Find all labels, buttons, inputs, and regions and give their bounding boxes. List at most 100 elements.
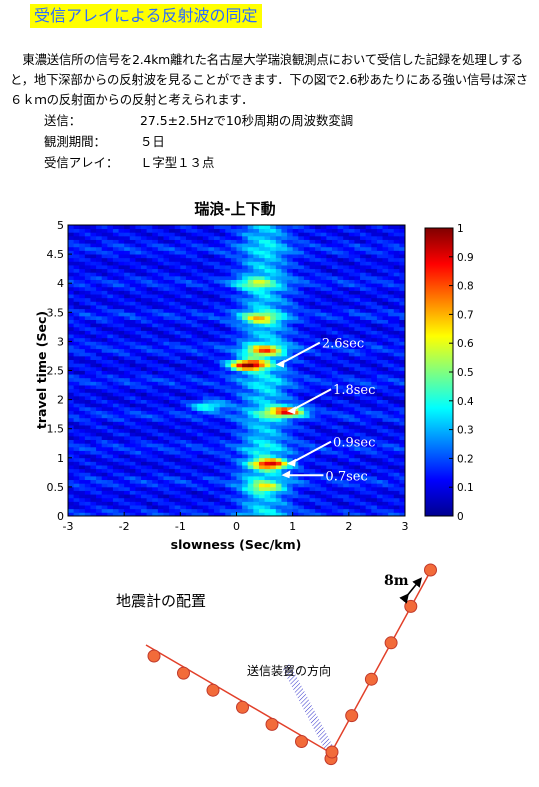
heatmap-cell: [287, 235, 294, 240]
heatmap-cell: [68, 439, 75, 444]
heatmap-cell: [129, 275, 136, 280]
heatmap-cell: [208, 330, 215, 335]
heatmap-cell: [214, 323, 221, 328]
heatmap-cell: [79, 494, 86, 499]
heatmap-cell: [107, 454, 114, 459]
heatmap-cell: [236, 439, 243, 444]
heatmap-cell: [331, 239, 338, 244]
heatmap-cell: [174, 508, 181, 513]
heatmap-cell: [124, 399, 131, 404]
heatmap-cell: [275, 312, 282, 317]
heatmap-cell: [129, 301, 136, 306]
heatmap-cell: [247, 403, 254, 408]
heatmap-cell: [90, 417, 97, 422]
heatmap-cell: [174, 257, 181, 262]
heatmap-cell: [141, 486, 148, 491]
heatmap-cell: [112, 461, 119, 466]
heatmap-cell: [399, 235, 406, 240]
heatmap-cell: [242, 439, 249, 444]
heatmap-cell: [163, 268, 170, 273]
heatmap-cell: [157, 301, 164, 306]
x-axis: -3 -2 -1 0 1 2 3: [63, 512, 409, 533]
heatmap-cell: [309, 370, 316, 375]
heatmap-cell: [180, 283, 187, 288]
heatmap-cell: [360, 359, 367, 364]
heatmap-cell: [253, 425, 260, 430]
heatmap-cell: [315, 294, 322, 299]
heatmap-cell: [393, 468, 400, 473]
heatmap-cell: [331, 243, 338, 248]
heatmap-cell: [253, 388, 260, 393]
heatmap-cell: [191, 381, 198, 386]
heatmap-cell: [214, 443, 221, 448]
heatmap-cell: [287, 283, 294, 288]
heatmap-cell: [354, 486, 361, 491]
heatmap-cell: [84, 446, 91, 451]
heatmap-cell: [124, 250, 131, 255]
heatmap-cell: [258, 246, 265, 251]
heatmap-cell: [197, 370, 204, 375]
heatmap-cell: [112, 323, 119, 328]
heatmap-cell: [197, 301, 204, 306]
heatmap-cell: [107, 315, 114, 320]
heatmap-cell: [90, 330, 97, 335]
heatmap-cell: [129, 250, 136, 255]
heatmap-cell: [365, 312, 372, 317]
heatmap-cell: [157, 486, 164, 491]
heatmap-cell: [399, 381, 406, 386]
heatmap-cell: [253, 366, 260, 371]
heatmap-cell: [112, 275, 119, 280]
heatmap-cell: [315, 494, 322, 499]
heatmap-cell: [337, 232, 344, 237]
heatmap-cell: [96, 505, 103, 510]
heatmap-cell: [326, 457, 333, 462]
heatmap-cell: [343, 421, 350, 426]
heatmap-cell: [225, 457, 232, 462]
heatmap-cell: [141, 257, 148, 262]
heatmap-cell: [287, 457, 294, 462]
spec-list: 送信： 27.5±2.5Hzで10秒周期の周波数変調 観測期間： ５日 受信アレ…: [44, 110, 353, 173]
heatmap-cell: [112, 468, 119, 473]
heatmap-cell: [354, 446, 361, 451]
heatmap-cell: [309, 275, 316, 280]
heatmap-cell: [337, 243, 344, 248]
heatmap-cell: [264, 468, 271, 473]
heatmap-cell: [348, 330, 355, 335]
y-tick-label: 1.5: [47, 423, 65, 436]
heatmap-cell: [247, 461, 254, 466]
heatmap-cell: [185, 370, 192, 375]
heatmap-cell: [157, 275, 164, 280]
heatmap-cell: [129, 512, 136, 517]
heatmap-cell: [214, 232, 221, 237]
heatmap-cell: [208, 505, 215, 510]
heatmap-cell: [73, 483, 80, 488]
heatmap-cell: [79, 330, 86, 335]
heatmap-cell: [292, 370, 299, 375]
heatmap-cell: [208, 421, 215, 426]
heatmap-cell: [320, 461, 327, 466]
heatmap-cell: [399, 501, 406, 506]
heatmap-cell: [202, 250, 209, 255]
heatmap-cell: [242, 363, 249, 368]
annotation-arrow: [289, 388, 332, 413]
heatmap-cell: [247, 345, 254, 350]
heatmap-cell: [124, 370, 131, 375]
heatmap-cell: [96, 501, 103, 506]
heatmap-cell: [247, 505, 254, 510]
heatmap-cell: [320, 465, 327, 470]
heatmap-cell: [354, 443, 361, 448]
heatmap-cell: [371, 279, 378, 284]
heatmap-cell: [382, 472, 389, 477]
heatmap-cell: [258, 330, 265, 335]
heatmap-cell: [388, 363, 395, 368]
heatmap-cell: [264, 501, 271, 506]
heatmap-cell: [264, 472, 271, 477]
heatmap-cell: [281, 465, 288, 470]
heatmap-cell: [281, 494, 288, 499]
heatmap-cell: [169, 334, 176, 339]
heatmap-cell: [124, 232, 131, 237]
heatmap-cell: [376, 235, 383, 240]
heatmap-cell: [393, 475, 400, 481]
intro-text: 東濃送信所の信号を2.4km離れた名古屋大学瑞浪観測点において受信した記録を処理…: [10, 50, 535, 110]
heatmap-cell: [326, 243, 333, 248]
